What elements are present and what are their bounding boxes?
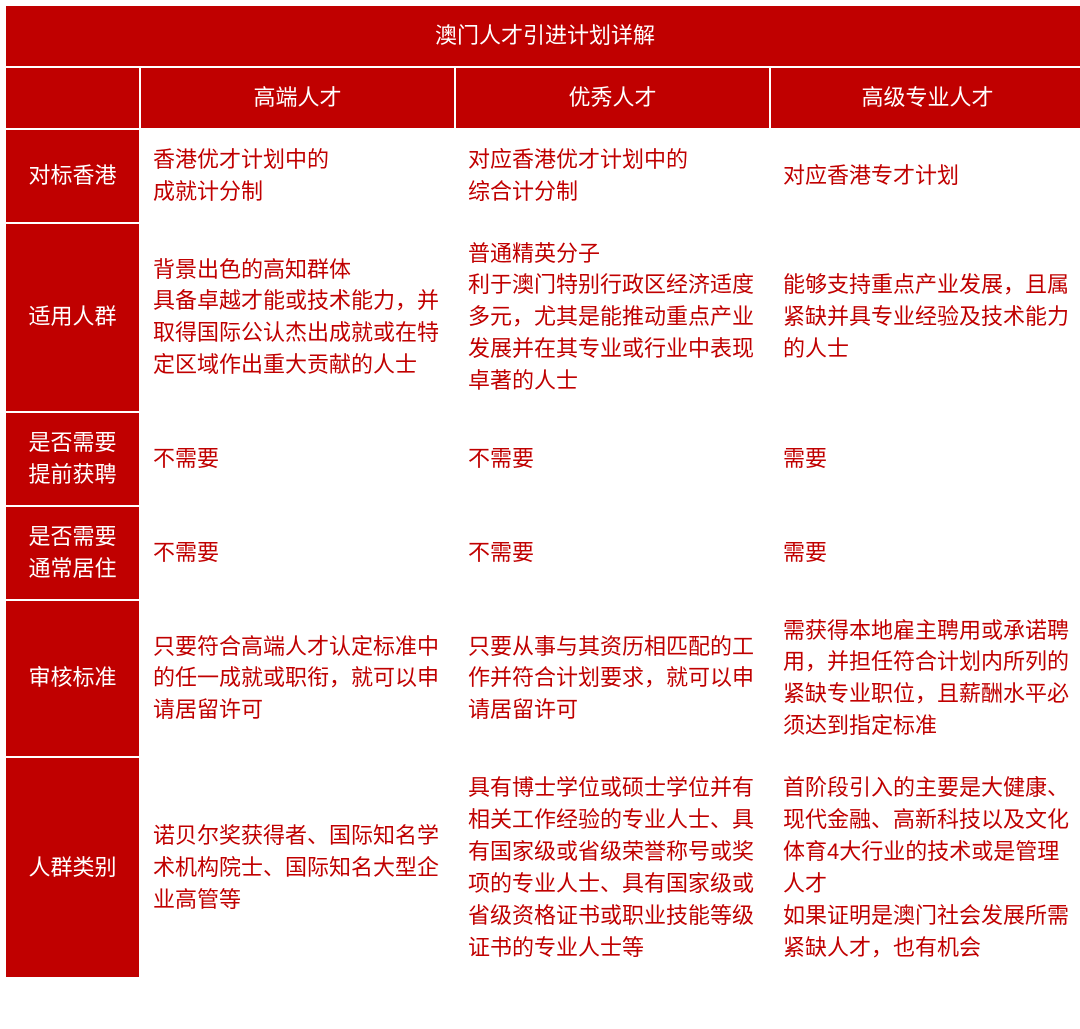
table-row: 适用人群 背景出色的高知群体具备卓越才能或技术能力，并取得国际公认杰出成就或在特… <box>5 223 1080 412</box>
row-label: 适用人群 <box>5 223 140 412</box>
table-row: 是否需要通常居住 不需要 不需要 需要 <box>5 506 1080 600</box>
cell: 诺贝尔奖获得者、国际知名学术机构院士、国际知名大型企业高管等 <box>140 757 455 978</box>
cell: 需要 <box>770 412 1080 506</box>
cell: 需要 <box>770 506 1080 600</box>
row-label: 审核标准 <box>5 600 140 758</box>
cell: 普通精英分子利于澳门特别行政区经济适度多元，尤其是能推动重点产业发展并在其专业或… <box>455 223 770 412</box>
cell: 只要符合高端人才认定标准中的任一成就或职衔，就可以申请居留许可 <box>140 600 455 758</box>
cell: 不需要 <box>455 412 770 506</box>
cell: 需获得本地雇主聘用或承诺聘用，并担任符合计划内所列的紧缺专业职位，且薪酬水平必须… <box>770 600 1080 758</box>
table-row: 是否需要提前获聘 不需要 不需要 需要 <box>5 412 1080 506</box>
talent-plan-table: 澳门人才引进计划详解 高端人才 优秀人才 高级专业人才 对标香港 香港优才计划中… <box>4 4 1080 979</box>
table-row: 人群类别 诺贝尔奖获得者、国际知名学术机构院士、国际知名大型企业高管等 具有博士… <box>5 757 1080 978</box>
table-row: 对标香港 香港优才计划中的成就计分制 对应香港优才计划中的综合计分制 对应香港专… <box>5 129 1080 223</box>
cell: 具有博士学位或硕士学位并有相关工作经验的专业人士、具有国家级或省级荣誉称号或奖项… <box>455 757 770 978</box>
header-blank <box>5 67 140 129</box>
cell: 对应香港优才计划中的综合计分制 <box>455 129 770 223</box>
cell: 不需要 <box>455 506 770 600</box>
col-header-1: 高端人才 <box>140 67 455 129</box>
row-label: 是否需要通常居住 <box>5 506 140 600</box>
row-label: 是否需要提前获聘 <box>5 412 140 506</box>
cell: 不需要 <box>140 506 455 600</box>
cell: 不需要 <box>140 412 455 506</box>
col-header-2: 优秀人才 <box>455 67 770 129</box>
col-header-3: 高级专业人才 <box>770 67 1080 129</box>
cell: 背景出色的高知群体具备卓越才能或技术能力，并取得国际公认杰出成就或在特定区域作出… <box>140 223 455 412</box>
cell: 对应香港专才计划 <box>770 129 1080 223</box>
cell: 能够支持重点产业发展，且属紧缺并具专业经验及技术能力的人士 <box>770 223 1080 412</box>
cell: 首阶段引入的主要是大健康、现代金融、高新科技以及文化体育4大行业的技术或是管理人… <box>770 757 1080 978</box>
cell: 只要从事与其资历相匹配的工作并符合计划要求，就可以申请居留许可 <box>455 600 770 758</box>
title-row: 澳门人才引进计划详解 <box>5 5 1080 67</box>
row-label: 对标香港 <box>5 129 140 223</box>
table-row: 审核标准 只要符合高端人才认定标准中的任一成就或职衔，就可以申请居留许可 只要从… <box>5 600 1080 758</box>
table-body: 澳门人才引进计划详解 高端人才 优秀人才 高级专业人才 对标香港 香港优才计划中… <box>5 5 1080 978</box>
table-title: 澳门人才引进计划详解 <box>5 5 1080 67</box>
cell: 香港优才计划中的成就计分制 <box>140 129 455 223</box>
row-label: 人群类别 <box>5 757 140 978</box>
header-row: 高端人才 优秀人才 高级专业人才 <box>5 67 1080 129</box>
